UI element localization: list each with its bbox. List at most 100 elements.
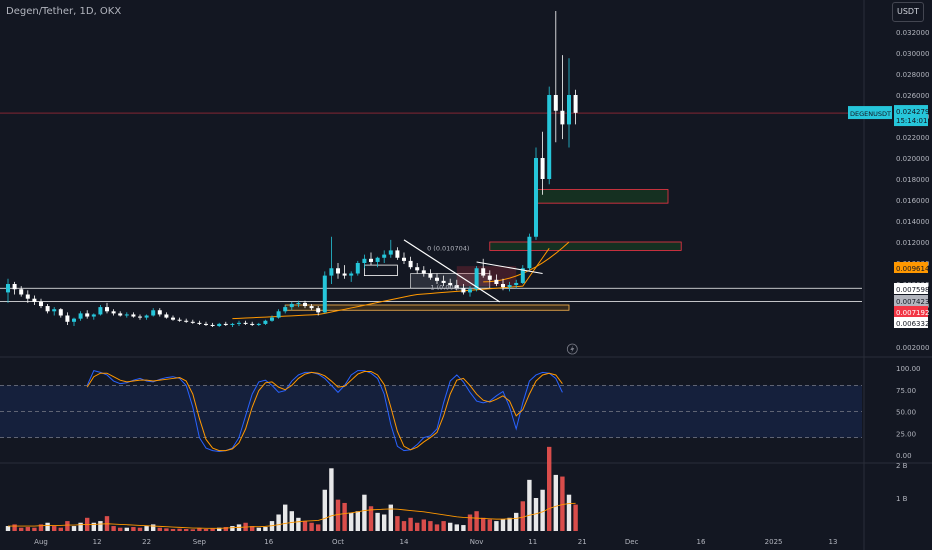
volume-bar: [441, 521, 446, 531]
price-tick-label: 0.032000: [896, 29, 929, 37]
candle-down: [105, 307, 109, 312]
candle-down: [501, 284, 505, 288]
volume-bar: [137, 527, 143, 531]
candle-up: [289, 303, 294, 308]
candle-down: [250, 323, 255, 325]
fib-zone-red: [456, 266, 517, 287]
candle-down: [204, 323, 208, 325]
candle-up: [237, 322, 241, 324]
candle-up: [329, 268, 334, 276]
volume-bar: [573, 504, 578, 531]
volume-pane: [5, 446, 578, 531]
candle-up: [151, 310, 156, 316]
volume-bar: [283, 504, 288, 531]
time-tick-label: Nov: [470, 538, 484, 546]
volume-tick-label: 2 B: [896, 462, 908, 470]
candle-up: [296, 302, 301, 304]
volume-bar: [560, 476, 565, 531]
time-tick-label: 11: [528, 538, 537, 546]
candle-up: [507, 285, 512, 288]
candle-down: [177, 319, 182, 321]
volume-bar: [540, 489, 545, 531]
volume-bar: [263, 527, 268, 531]
volume-bar: [329, 468, 334, 531]
currency-button[interactable]: USDT: [892, 2, 924, 22]
candle-up: [52, 309, 57, 312]
volume-bar: [111, 526, 116, 531]
volume-bar: [428, 521, 433, 531]
volume-bar: [164, 528, 169, 531]
volume-bar: [78, 522, 83, 531]
lightning-icon-ring: [566, 343, 578, 355]
price-tick-label: 0.014000: [896, 218, 929, 226]
volume-bar: [131, 527, 136, 531]
volume-bar: [362, 494, 367, 531]
panel-backgrounds: [0, 385, 862, 438]
stoch-rsi-pane: [86, 370, 563, 453]
time-tick-label: Oct: [332, 538, 344, 546]
price-tag-value: 0.007423: [896, 298, 929, 306]
price-tick-label: 0.020000: [896, 155, 929, 163]
volume-bar: [448, 522, 453, 531]
candle-up: [144, 315, 149, 318]
time-tick-label: 12: [93, 538, 102, 546]
candle-up: [283, 307, 288, 312]
volume-bar: [388, 504, 393, 531]
volume-bar: [223, 527, 228, 531]
price-tag-value: 0.006332: [896, 320, 929, 328]
stoch-k-line: [86, 370, 563, 453]
volume-bar: [415, 522, 420, 531]
candle-up: [388, 250, 393, 255]
volume-bar: [45, 522, 50, 531]
volume-bar: [533, 498, 539, 531]
candle-down: [131, 314, 136, 317]
volume-bar: [474, 511, 479, 531]
volume-bar: [230, 526, 235, 531]
volume-bar: [342, 502, 347, 531]
candle-down: [85, 313, 90, 317]
volume-bar: [401, 521, 407, 531]
volume-bar: [355, 511, 360, 531]
volume-bar: [494, 521, 499, 531]
candle-down: [336, 268, 340, 274]
countdown-value: 15:14:01: [896, 117, 927, 125]
volume-bar: [210, 528, 215, 531]
volume-bar: [514, 512, 519, 531]
volume-bar: [316, 524, 321, 531]
candle-down: [540, 158, 545, 179]
volume-bar: [118, 527, 123, 531]
candle-down: [494, 279, 499, 284]
candle-up: [6, 284, 10, 293]
volume-bar: [58, 527, 63, 531]
candle-up: [72, 318, 76, 322]
volume-bar: [309, 522, 314, 531]
time-tick-label: 13: [829, 538, 838, 546]
volume-bar: [217, 527, 222, 531]
candle-up: [520, 268, 525, 283]
volume-bar: [289, 511, 294, 531]
stoch-tick-label: 0.00: [896, 452, 912, 460]
candle-up: [547, 95, 552, 179]
volume-bar: [368, 506, 374, 531]
volume-bar: [382, 514, 387, 531]
volume-bar: [375, 512, 380, 531]
volume-bar: [124, 527, 129, 531]
candle-down: [111, 311, 116, 314]
candle-down: [243, 322, 248, 324]
volume-bar: [500, 519, 506, 531]
stoch-tick-label: 50.00: [896, 409, 916, 417]
candle-down: [12, 284, 17, 290]
candle-up: [270, 317, 274, 321]
candle-down: [138, 316, 142, 318]
volume-bar: [349, 512, 354, 531]
volume-bar: [507, 517, 512, 531]
candle-up: [263, 320, 268, 324]
volume-bar: [65, 521, 70, 531]
candle-down: [408, 260, 413, 268]
price-tick-label: 0.022000: [896, 134, 929, 142]
candle-down: [197, 322, 202, 324]
candle-down: [448, 282, 453, 286]
volume-bar: [434, 524, 440, 531]
price-tag-bg: [894, 295, 928, 306]
